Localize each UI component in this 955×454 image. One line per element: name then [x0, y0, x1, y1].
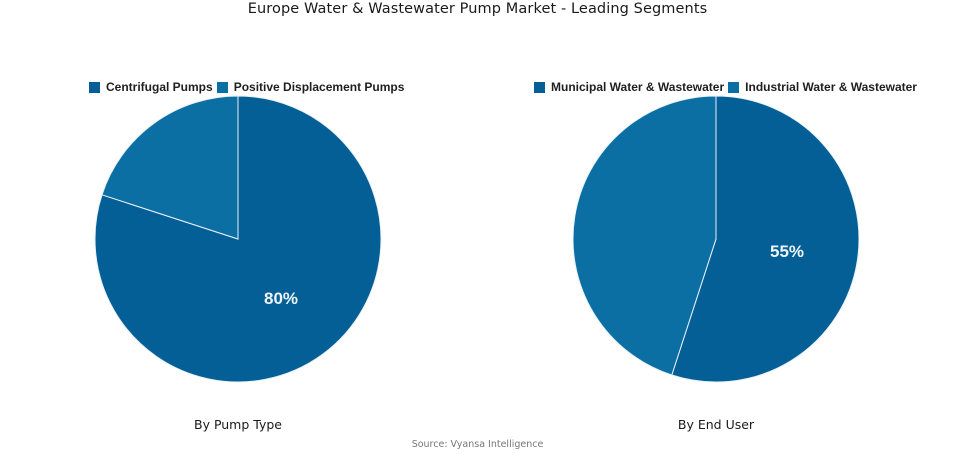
- pie-chart-end-user: 55%: [572, 95, 860, 383]
- pie-slice-industrial: [572, 95, 717, 376]
- legend-label: Municipal Water & Wastewater: [551, 80, 725, 94]
- pie-slice-positive-displacement: [101, 95, 239, 240]
- legend-swatch: [89, 81, 100, 93]
- legend-item-municipal: Municipal Water & Wastewater: [534, 80, 724, 94]
- legend-swatch: [728, 81, 740, 93]
- source-note: Source: Vyansa Intelligence: [411, 439, 544, 450]
- pie-chart-pump-type: 80%: [94, 95, 382, 383]
- subtitle-end-user: By End User: [677, 417, 755, 432]
- legend-label: Positive Displacement Pumps: [233, 80, 405, 94]
- pie-label-55: 55%: [770, 242, 804, 261]
- subtitle-pump-type: By Pump Type: [194, 417, 282, 432]
- pie-label-80: 80%: [264, 289, 298, 308]
- pie-slice-municipal: [671, 95, 860, 383]
- legend-pump-type: Centrifugal Pumps Positive Displacement …: [89, 80, 408, 94]
- legend-item-industrial: Industrial Water & Wastewater: [728, 80, 917, 94]
- legend-swatch: [534, 81, 545, 93]
- chart-title: Europe Water & Wastewater Pump Market - …: [247, 1, 708, 17]
- legend-label: Centrifugal Pumps: [106, 80, 213, 94]
- legend-label: Industrial Water & Wastewater: [745, 80, 917, 94]
- legend-end-user: Municipal Water & Wastewater Industrial …: [534, 80, 921, 94]
- legend-swatch: [216, 81, 228, 93]
- legend-item-positive-displacement: Positive Displacement Pumps: [216, 80, 405, 94]
- legend-item-centrifugal: Centrifugal Pumps: [89, 80, 213, 94]
